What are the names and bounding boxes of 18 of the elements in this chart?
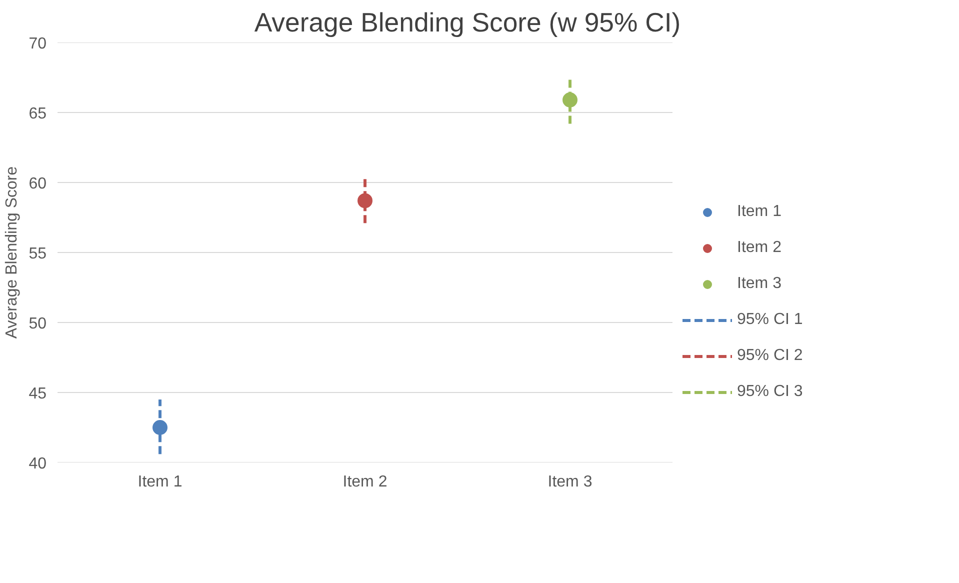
legend-label: 95% CI 3 [737,383,804,401]
chart-title: Average Blending Score (w 95% CI) [254,8,681,38]
y-tick-label: 55 [28,246,47,262]
legend-label: Item 2 [737,239,782,257]
x-tick-label: Item 3 [548,474,592,490]
y-tick-label: 70 [28,36,47,52]
y-axis-title: Average Blending Score [4,166,21,339]
legend-label: 95% CI 1 [737,311,804,329]
legend-label: 95% CI 2 [737,347,804,365]
y-tick-label: 45 [28,386,47,402]
x-tick-label: Item 2 [342,474,388,490]
legend-label: Item 3 [737,275,782,293]
y-tick-label: 60 [28,176,47,192]
legend-label: Item 1 [737,203,782,221]
y-tick-label: 65 [28,106,47,122]
x-tick-label: Item 1 [138,474,182,490]
y-tick-label: 40 [28,456,47,472]
y-tick-label: 50 [28,316,47,332]
